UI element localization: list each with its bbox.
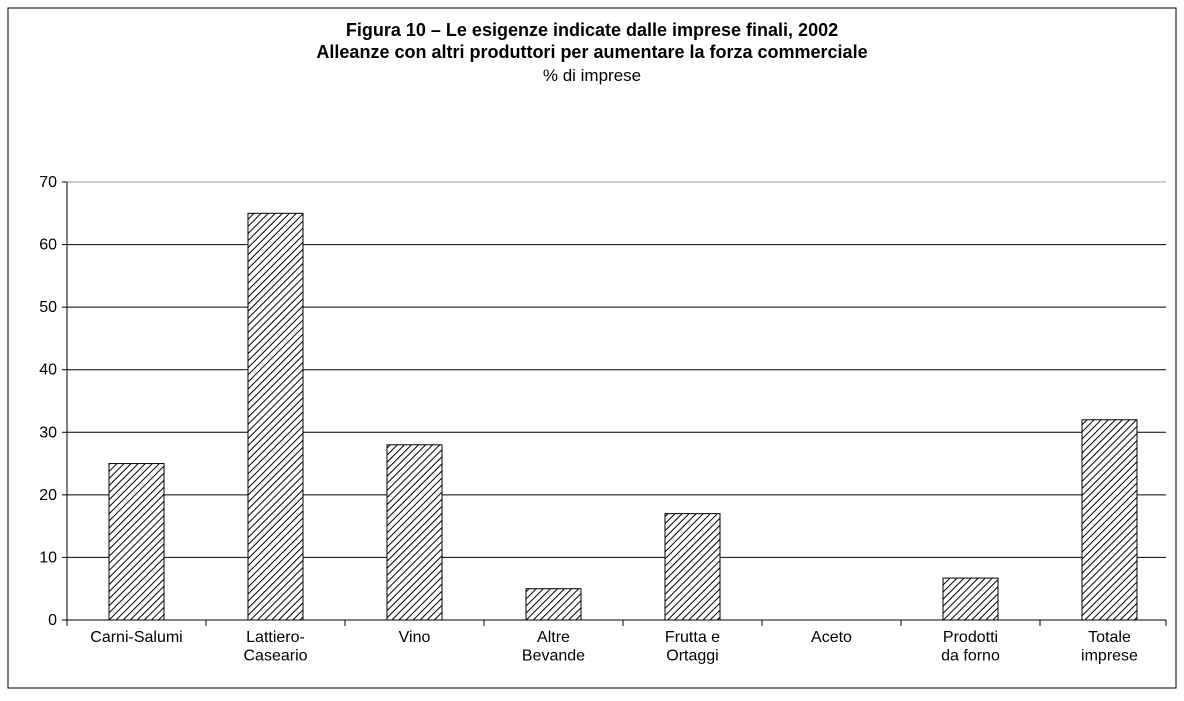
x-tick-label: Carni-Salumi <box>90 629 182 646</box>
x-tick-label: Totale imprese <box>1081 629 1138 664</box>
y-tick-label: 10 <box>39 549 57 566</box>
x-tick-label: Prodotti da forno <box>941 629 1000 664</box>
y-tick-label: 30 <box>39 424 57 441</box>
y-tick-label: 40 <box>39 362 57 379</box>
y-tick-label: 20 <box>39 487 57 504</box>
axis-label: % di imprese <box>543 66 641 85</box>
x-tick-label: Vino <box>399 629 431 646</box>
y-tick-label: 0 <box>48 612 57 629</box>
chart-title: Figura 10 – Le esigenze indicate dalle i… <box>346 20 838 40</box>
y-tick-label: 60 <box>39 237 57 254</box>
bar <box>1081 419 1138 621</box>
frame <box>7 7 1177 689</box>
bar <box>525 588 582 621</box>
x-tick-label: Frutta e Ortaggi <box>665 629 720 664</box>
x-tick-label: Aceto <box>811 629 852 646</box>
y-tick-label: 50 <box>39 299 57 316</box>
chart-subtitle: Alleanze con altri produttori per aument… <box>316 42 867 62</box>
bar <box>942 577 999 621</box>
bar <box>108 463 165 621</box>
y-tick-label: 70 <box>39 174 57 191</box>
bar <box>247 212 304 621</box>
bar <box>386 444 443 621</box>
bar <box>664 513 721 621</box>
x-tick-label: Lattiero-Caseario <box>243 629 307 664</box>
x-tick-label: Altre Bevande <box>522 629 585 664</box>
